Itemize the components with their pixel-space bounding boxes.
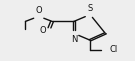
Text: Cl: Cl bbox=[109, 45, 117, 54]
Text: O: O bbox=[36, 6, 42, 15]
Text: O: O bbox=[40, 26, 46, 35]
Text: S: S bbox=[87, 4, 93, 13]
Text: N: N bbox=[71, 35, 77, 44]
